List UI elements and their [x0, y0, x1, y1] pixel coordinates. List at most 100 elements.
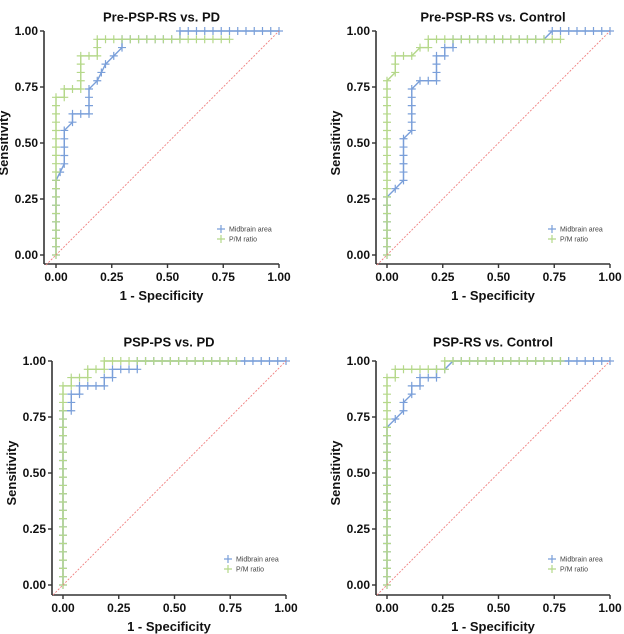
data-point-p-m-ratio	[93, 51, 102, 60]
data-point-p-m-ratio	[383, 473, 391, 482]
data-point-p-m-ratio	[539, 357, 548, 365]
data-point-p-m-ratio	[159, 35, 168, 44]
data-point-p-m-ratio	[383, 168, 391, 177]
data-point-p-m-ratio	[76, 51, 85, 60]
data-point-midbrain-area	[416, 381, 425, 390]
data-point-p-m-ratio	[52, 226, 60, 235]
y-tick-label: 0.50	[23, 466, 47, 480]
roc-panel-pre-psp-rs-vs-pd: Pre-PSP-RS vs. PD 0.00 0.25 0.50 0.75 1.00 0.0…	[0, 10, 291, 303]
data-point-p-m-ratio	[76, 60, 85, 69]
data-point-p-m-ratio	[407, 365, 416, 374]
data-point-p-m-ratio	[52, 217, 60, 226]
data-point-p-m-ratio	[75, 373, 84, 382]
chart-title: PSP-PS vs. PD	[123, 335, 214, 350]
data-point-p-m-ratio	[548, 357, 557, 365]
data-point-p-m-ratio	[118, 35, 127, 44]
data-point-midbrain-area	[407, 381, 416, 390]
data-point-p-m-ratio	[383, 547, 391, 556]
data-point-midbrain-area	[399, 406, 408, 415]
data-point-midbrain-area	[564, 27, 573, 35]
data-point-midbrain-area	[68, 109, 77, 118]
data-point-midbrain-area	[67, 390, 76, 399]
data-point-midbrain-area	[76, 109, 85, 118]
data-point-p-m-ratio	[383, 151, 391, 160]
data-point-midbrain-area	[108, 365, 117, 374]
data-point-p-m-ratio	[383, 398, 391, 407]
y-tick-label: 0.25	[347, 522, 371, 536]
data-point-midbrain-area	[424, 373, 433, 382]
data-point-midbrain-area	[589, 357, 598, 365]
data-point-p-m-ratio	[59, 406, 67, 415]
data-point-p-m-ratio	[52, 209, 60, 218]
data-point-p-m-ratio	[424, 35, 433, 44]
x-tick-label: 0.25	[100, 270, 124, 284]
roc-curve-p-m-ratio	[55, 38, 230, 255]
data-point-p-m-ratio	[391, 373, 400, 382]
data-point-p-m-ratio	[383, 522, 391, 531]
data-point-p-m-ratio	[416, 365, 425, 374]
legend-marker-p-m-ratio	[548, 565, 556, 573]
data-point-midbrain-area	[432, 76, 441, 85]
x-tick-label: 1.00	[598, 601, 622, 615]
data-point-p-m-ratio	[383, 489, 391, 498]
y-tick-label: 1.00	[347, 354, 371, 368]
data-point-p-m-ratio	[465, 357, 474, 365]
data-point-p-m-ratio	[440, 365, 449, 374]
data-point-p-m-ratio	[383, 448, 391, 457]
data-point-p-m-ratio	[83, 373, 92, 382]
data-point-p-m-ratio	[101, 35, 110, 44]
data-point-p-m-ratio	[424, 43, 433, 52]
data-point-midbrain-area	[225, 27, 234, 35]
data-point-midbrain-area	[93, 76, 102, 85]
y-tick-label: 1.00	[23, 354, 47, 368]
data-point-p-m-ratio	[52, 159, 60, 168]
data-point-midbrain-area	[192, 27, 201, 35]
data-point-p-m-ratio	[60, 93, 69, 102]
data-point-p-m-ratio	[109, 35, 118, 44]
data-point-midbrain-area	[399, 398, 408, 407]
data-point-p-m-ratio	[383, 76, 391, 85]
y-tick-label: 0.25	[15, 192, 39, 206]
data-point-midbrain-area	[407, 93, 416, 102]
data-point-p-m-ratio	[432, 35, 441, 44]
y-axis-label: Sensitivity	[328, 440, 343, 506]
data-point-p-m-ratio	[125, 357, 134, 365]
data-point-p-m-ratio	[399, 365, 408, 374]
data-point-midbrain-area	[184, 27, 193, 35]
data-point-midbrain-area	[60, 143, 69, 152]
data-point-midbrain-area	[273, 357, 282, 365]
data-point-p-m-ratio	[383, 93, 391, 102]
data-point-p-m-ratio	[232, 357, 241, 365]
data-point-midbrain-area	[67, 398, 76, 407]
data-point-p-m-ratio	[457, 357, 466, 365]
data-point-midbrain-area	[399, 151, 408, 160]
data-point-p-m-ratio	[465, 35, 474, 44]
data-point-p-m-ratio	[59, 514, 67, 523]
data-point-p-m-ratio	[383, 126, 391, 135]
data-point-p-m-ratio	[383, 85, 391, 94]
legend-label: P/M ratio	[560, 567, 588, 574]
data-point-midbrain-area	[407, 126, 416, 135]
y-tick-label: 0.50	[347, 466, 371, 480]
data-point-p-m-ratio	[52, 184, 60, 193]
legend-label: Midbrain area	[560, 227, 603, 234]
data-point-midbrain-area	[407, 101, 416, 110]
x-tick-label: 0.00	[44, 270, 68, 284]
data-point-p-m-ratio	[60, 85, 69, 94]
data-point-p-m-ratio	[556, 35, 565, 44]
data-point-midbrain-area	[100, 381, 109, 390]
data-point-midbrain-area	[597, 27, 606, 35]
data-point-midbrain-area	[60, 151, 69, 160]
data-point-p-m-ratio	[383, 498, 391, 507]
data-point-midbrain-area	[250, 27, 259, 35]
data-point-p-m-ratio	[83, 365, 92, 374]
x-tick-label: 0.25	[107, 601, 131, 615]
data-point-p-m-ratio	[142, 35, 151, 44]
x-tick-label: 0.75	[219, 601, 243, 615]
data-point-midbrain-area	[399, 134, 408, 143]
data-point-p-m-ratio	[151, 35, 160, 44]
y-tick-label: 1.00	[347, 24, 371, 38]
data-point-p-m-ratio	[383, 564, 391, 573]
data-point-midbrain-area	[248, 357, 257, 365]
x-tick-label: 0.75	[212, 270, 236, 284]
